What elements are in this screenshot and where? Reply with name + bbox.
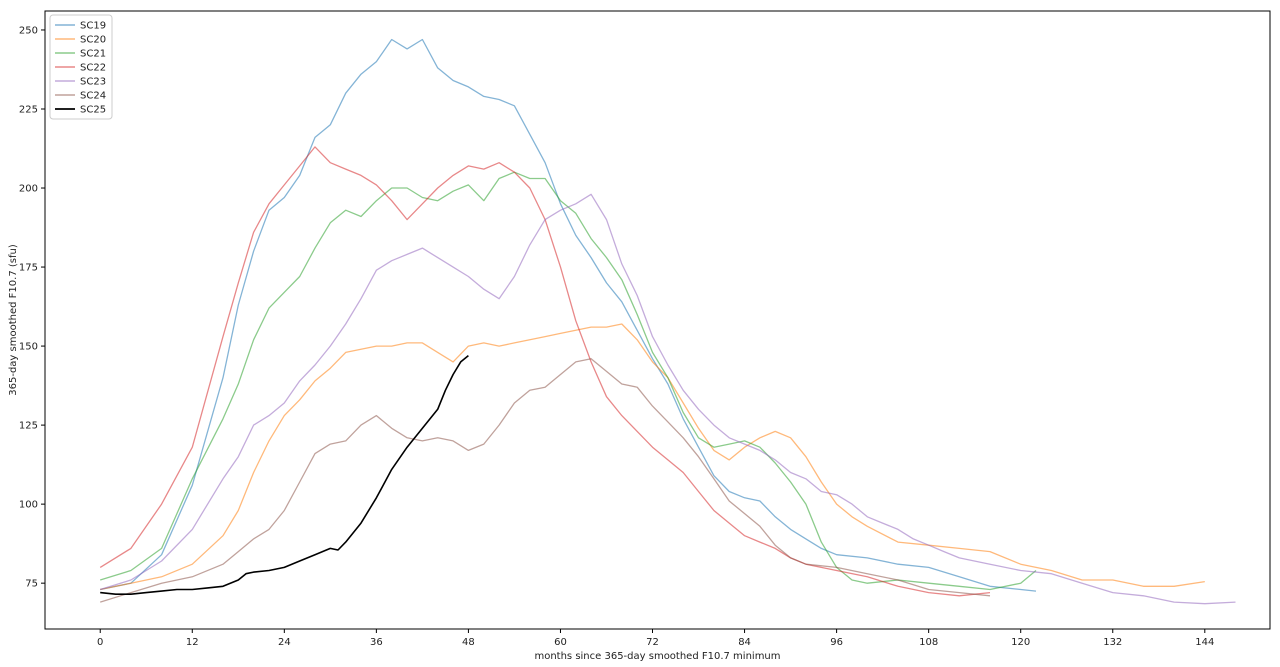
legend-label-sc25: SC25 <box>80 105 106 116</box>
legend: SC19 SC20 SC21 SC22 SC23 SC24 SC25 <box>49 14 113 120</box>
y-tick-label: 225 <box>19 104 38 115</box>
x-tick-label: 48 <box>462 637 475 648</box>
y-tick-label: 175 <box>19 263 38 274</box>
legend-box <box>49 14 113 120</box>
y-tick-label: 125 <box>19 421 38 432</box>
legend-label-sc21: SC21 <box>80 49 106 60</box>
x-tick-label: 132 <box>1103 637 1122 648</box>
x-tick-label: 60 <box>554 637 567 648</box>
series-line-sc21 <box>100 171 1037 591</box>
y-axis-ticks: 75 100 125 150 175 200 225 250 <box>19 25 45 590</box>
x-axis-ticks: 0 12 24 36 48 60 72 84 96 108 120 132 144 <box>97 629 1214 648</box>
plot-frame <box>44 10 1271 630</box>
x-tick-label: 120 <box>1011 637 1030 648</box>
legend-label-sc24: SC24 <box>80 91 106 102</box>
x-axis-label: months since 365-day smoothed F10.7 mini… <box>534 651 780 662</box>
x-tick-label: 24 <box>278 637 291 648</box>
series-line-sc19 <box>100 38 1037 592</box>
x-tick-label: 96 <box>830 637 843 648</box>
y-tick-label: 200 <box>19 184 38 195</box>
x-tick-label: 36 <box>370 637 383 648</box>
x-tick-label: 12 <box>186 637 199 648</box>
y-tick-label: 75 <box>25 579 38 590</box>
y-axis-label: 365-day smoothed F10.7 (sfu) <box>8 244 19 396</box>
y-tick-label: 100 <box>19 500 38 511</box>
x-tick-label: 84 <box>738 637 751 648</box>
legend-label-sc23: SC23 <box>80 77 106 88</box>
x-tick-label: 144 <box>1195 637 1214 648</box>
x-tick-label: 0 <box>97 637 103 648</box>
y-tick-label: 150 <box>19 342 38 353</box>
legend-label-sc19: SC19 <box>80 21 106 32</box>
legend-label-sc20: SC20 <box>80 35 106 46</box>
series-layer <box>99 38 1236 605</box>
x-tick-label: 72 <box>646 637 659 648</box>
plot-area <box>44 10 1271 630</box>
series-line-sc22 <box>99 146 991 597</box>
series-line-sc23 <box>100 193 1236 605</box>
legend-label-sc22: SC22 <box>80 63 106 74</box>
series-line-sc24 <box>100 358 991 603</box>
x-tick-label: 108 <box>919 637 938 648</box>
series-line-sc20 <box>100 323 1205 591</box>
series-line-sc25 <box>100 354 469 595</box>
y-tick-label: 250 <box>19 25 38 36</box>
